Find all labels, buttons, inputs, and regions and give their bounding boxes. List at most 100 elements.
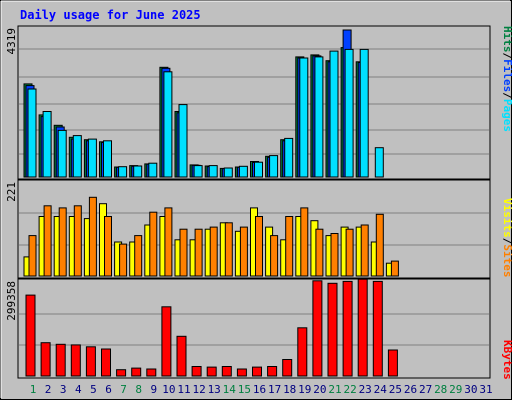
kbytes-bar-day-17 bbox=[267, 366, 278, 377]
kbytes-bar-day-1 bbox=[25, 294, 36, 377]
x-tick-label-7: 7 bbox=[120, 383, 127, 396]
x-tick-label-27: 27 bbox=[419, 383, 432, 396]
pages-bar-day-15 bbox=[238, 165, 248, 178]
pages-bar-day-12 bbox=[193, 165, 203, 178]
x-tick-label-20: 20 bbox=[313, 383, 326, 396]
middle-panel-max-label: 221 bbox=[5, 182, 18, 202]
sites-bar-day-7 bbox=[119, 243, 128, 277]
bottom-panel-max-label: 299358 bbox=[5, 281, 18, 321]
sites-bar-day-2 bbox=[43, 205, 52, 277]
x-tick-label-14: 14 bbox=[223, 383, 237, 396]
kbytes-bar-day-23 bbox=[357, 278, 368, 377]
pages-bar-day-2 bbox=[42, 111, 52, 178]
x-tick-label-12: 12 bbox=[192, 383, 205, 396]
legend-kbytes: KBytes bbox=[501, 340, 512, 380]
x-tick-label-31: 31 bbox=[479, 383, 492, 396]
top-panel-max-label: 4319 bbox=[5, 28, 18, 55]
x-tick-label-22: 22 bbox=[343, 383, 356, 396]
pages-bar-day-1 bbox=[27, 88, 37, 178]
x-tick-label-18: 18 bbox=[283, 383, 296, 396]
kbytes-bar-day-24 bbox=[372, 280, 383, 377]
legend-hits: Hits bbox=[501, 26, 512, 53]
pages-bar-day-21 bbox=[329, 50, 339, 178]
kbytes-bar-day-20 bbox=[312, 280, 323, 377]
kbytes-bar-day-16 bbox=[252, 366, 262, 377]
top-panel-legend: Hits/Files/Pages bbox=[501, 26, 512, 132]
pages-bar-day-18 bbox=[284, 137, 294, 178]
sites-bar-day-4 bbox=[73, 205, 82, 277]
pages-bar-day-17 bbox=[269, 155, 279, 178]
pages-bar-day-13 bbox=[208, 165, 218, 178]
x-tick-label-9: 9 bbox=[150, 383, 157, 396]
x-tick-label-24: 24 bbox=[374, 383, 388, 396]
x-tick-label-4: 4 bbox=[75, 383, 82, 396]
kbytes-bar-day-14 bbox=[221, 366, 232, 377]
sites-bar-day-10 bbox=[164, 207, 173, 277]
kbytes-bar-day-5 bbox=[85, 346, 96, 377]
x-tick-label-10: 10 bbox=[162, 383, 175, 396]
legend-visits: Visits bbox=[501, 198, 512, 238]
pages-bar-day-11 bbox=[178, 104, 188, 178]
pages-bar-day-20 bbox=[314, 56, 324, 178]
pages-bar-day-22 bbox=[344, 48, 354, 178]
kbytes-bar-day-12 bbox=[191, 366, 202, 377]
sites-bar-day-15 bbox=[239, 226, 248, 277]
kbytes-bar-day-21 bbox=[327, 282, 338, 377]
legend-sep-3: / bbox=[501, 238, 512, 245]
x-tick-label-1: 1 bbox=[30, 383, 37, 396]
kbytes-bar-day-15 bbox=[236, 368, 247, 377]
kbytes-bar-day-10 bbox=[161, 306, 172, 377]
sites-bar-day-9 bbox=[149, 211, 158, 277]
sites-bar-day-1 bbox=[28, 235, 37, 277]
bottom-panel-legend: KBytes bbox=[501, 340, 512, 380]
sites-bar-day-17 bbox=[270, 235, 279, 277]
x-tick-label-21: 21 bbox=[328, 383, 341, 396]
sites-bar-day-12 bbox=[194, 228, 203, 277]
x-tick-label-13: 13 bbox=[208, 383, 221, 396]
kbytes-bar-day-11 bbox=[176, 335, 187, 377]
chart-title: Daily usage for June 2025 bbox=[20, 8, 201, 22]
sites-bar-day-22 bbox=[345, 228, 354, 277]
x-tick-label-5: 5 bbox=[90, 383, 97, 396]
x-tick-label-25: 25 bbox=[389, 383, 402, 396]
kbytes-bar-day-4 bbox=[70, 344, 81, 377]
kbytes-bar-day-2 bbox=[40, 342, 51, 377]
pages-bar-day-5 bbox=[87, 138, 97, 178]
pages-bar-day-16 bbox=[254, 161, 263, 178]
x-tick-label-11: 11 bbox=[177, 383, 190, 396]
x-tick-label-17: 17 bbox=[268, 383, 281, 396]
sites-bar-day-24 bbox=[375, 213, 384, 277]
legend-pages: Pages bbox=[501, 99, 512, 132]
pages-bar-day-24 bbox=[374, 147, 384, 178]
sites-bar-day-3 bbox=[58, 207, 67, 277]
kbytes-bar-day-7 bbox=[116, 369, 127, 377]
bar-layer bbox=[23, 29, 399, 377]
kbytes-bar-day-13 bbox=[206, 366, 217, 377]
sites-bar-day-20 bbox=[315, 228, 324, 277]
x-tick-label-16: 16 bbox=[253, 383, 266, 396]
pages-bar-day-8 bbox=[133, 165, 143, 178]
kbytes-bar-day-6 bbox=[101, 348, 111, 377]
pages-bar-day-10 bbox=[163, 71, 173, 178]
legend-sep-2: / bbox=[501, 92, 512, 99]
sites-bar-day-6 bbox=[104, 216, 112, 277]
legend-files: Files bbox=[501, 59, 512, 92]
legend-sites: Sites bbox=[501, 244, 512, 277]
sites-bar-day-18 bbox=[285, 216, 294, 277]
sites-bar-day-11 bbox=[179, 228, 188, 277]
kbytes-bar-day-22 bbox=[342, 280, 353, 377]
pages-bar-day-6 bbox=[103, 140, 112, 178]
sites-bar-day-14 bbox=[224, 222, 233, 277]
x-tick-label-3: 3 bbox=[60, 383, 67, 396]
x-tick-label-29: 29 bbox=[449, 383, 462, 396]
sites-bar-day-25 bbox=[390, 260, 399, 277]
pages-bar-day-9 bbox=[148, 162, 158, 178]
x-tick-label-26: 26 bbox=[404, 383, 417, 396]
x-tick-label-28: 28 bbox=[434, 383, 447, 396]
kbytes-bar-day-8 bbox=[131, 367, 142, 377]
pages-bar-day-19 bbox=[299, 57, 309, 178]
kbytes-bar-day-3 bbox=[55, 343, 66, 377]
legend-sep-1: / bbox=[501, 53, 512, 60]
